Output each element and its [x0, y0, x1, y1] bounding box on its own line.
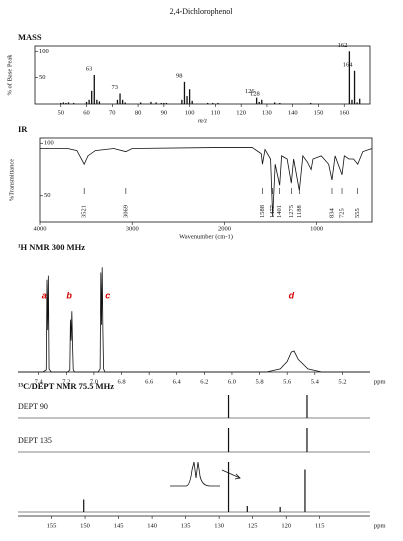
- x-tick-label: 115: [315, 522, 325, 529]
- peak-letter: c: [105, 290, 110, 300]
- x-axis-label: m/z: [198, 117, 208, 124]
- peak-label: 164: [343, 61, 354, 68]
- y-tick-label: 100: [39, 48, 49, 55]
- x-tick-label: 150: [80, 522, 90, 529]
- x-tick-label: 7.0: [90, 378, 98, 385]
- plot-frame: [34, 45, 371, 105]
- peak-label: 63: [86, 65, 93, 72]
- x-tick-label: 2000: [218, 225, 231, 232]
- peak-label: 725: [339, 208, 346, 218]
- spectrum: [40, 147, 373, 217]
- y-axis-label: %Transmittance: [8, 159, 15, 201]
- x-axis-label: ppm: [374, 378, 386, 385]
- x-tick-label: 5.2: [338, 378, 346, 385]
- x-tick-label: 125: [248, 522, 258, 529]
- peak-label: 126: [245, 88, 256, 95]
- x-axis-label: ppm: [374, 522, 386, 529]
- x-tick-label: 7.2: [62, 378, 70, 385]
- x-tick-label: 6.6: [145, 378, 154, 385]
- x-tick-label: 110: [211, 109, 221, 116]
- plot-frame: [39, 137, 373, 223]
- peak-label: 73: [112, 84, 119, 91]
- x-tick-label: 6.0: [228, 378, 236, 385]
- chart-title: ¹H NMR 300 MHz: [18, 242, 85, 252]
- x-tick-label: 145: [114, 522, 124, 529]
- peak-label: 1275: [288, 205, 295, 218]
- x-tick-label: 6.2: [200, 378, 208, 385]
- peak-label: 834: [328, 208, 335, 219]
- y-tick-label: 100: [44, 140, 54, 147]
- x-tick-label: 70: [109, 109, 116, 116]
- x-tick-label: 120: [281, 522, 291, 529]
- peak-label: 1588: [259, 205, 266, 218]
- x-tick-label: 150: [314, 109, 324, 116]
- series-name: DEPT 90: [18, 402, 48, 411]
- peak-label: 98: [176, 72, 183, 79]
- x-tick-label: 140: [147, 522, 157, 529]
- y-tick-label: 50: [44, 192, 51, 199]
- x-tick-label: 120: [236, 109, 246, 116]
- peak-label: 1477: [269, 204, 276, 218]
- chart-title: MASS: [18, 32, 42, 42]
- peak-letter: d: [289, 290, 295, 300]
- x-tick-label: 6.4: [173, 378, 182, 385]
- series-name: DEPT 135: [18, 436, 52, 445]
- x-tick-label: 100: [185, 109, 195, 116]
- x-tick-label: 155: [47, 522, 57, 529]
- peak-label: 3069: [122, 205, 129, 218]
- x-tick-label: 60: [83, 109, 90, 116]
- x-axis-label: Wavenumber (cm-1): [179, 233, 233, 240]
- y-tick-label: 50: [39, 74, 46, 81]
- x-tick-label: 1000: [310, 225, 323, 232]
- inset-zoom: [170, 461, 241, 487]
- peak-label: 555: [354, 208, 361, 218]
- x-tick-label: 4000: [34, 225, 47, 232]
- x-tick-label: 130: [214, 522, 224, 529]
- x-tick-label: 7.4: [35, 378, 44, 385]
- page-title: 2,4-Dichlorophenol: [170, 7, 234, 16]
- x-tick-label: 140: [288, 109, 298, 116]
- peak-letter: b: [66, 290, 72, 300]
- x-tick-label: 6.8: [117, 378, 125, 385]
- chart-title: ¹³C/DEPT NMR 75.5 MHz: [18, 381, 114, 391]
- x-tick-label: 135: [181, 522, 191, 529]
- x-tick-label: 5.6: [283, 378, 292, 385]
- spectrum: [18, 267, 370, 373]
- x-tick-label: 50: [58, 109, 65, 116]
- x-tick-label: 130: [262, 109, 272, 116]
- x-tick-label: 5.8: [256, 378, 264, 385]
- x-tick-label: 3000: [126, 225, 139, 232]
- x-tick-label: 80: [135, 109, 142, 116]
- peak-label: 1401: [276, 205, 283, 218]
- x-tick-label: 90: [161, 109, 168, 116]
- peak-label: 1188: [296, 205, 303, 218]
- y-axis-label: % of Base Peak: [6, 54, 13, 96]
- peak-letter: a: [42, 290, 47, 300]
- x-tick-label: 160: [339, 109, 349, 116]
- peak-label: 162: [338, 42, 348, 49]
- x-tick-label: 5.4: [311, 378, 320, 385]
- chart-title: IR: [18, 124, 28, 134]
- peak-label: 3521: [81, 205, 88, 218]
- peak-label: 128: [250, 90, 260, 97]
